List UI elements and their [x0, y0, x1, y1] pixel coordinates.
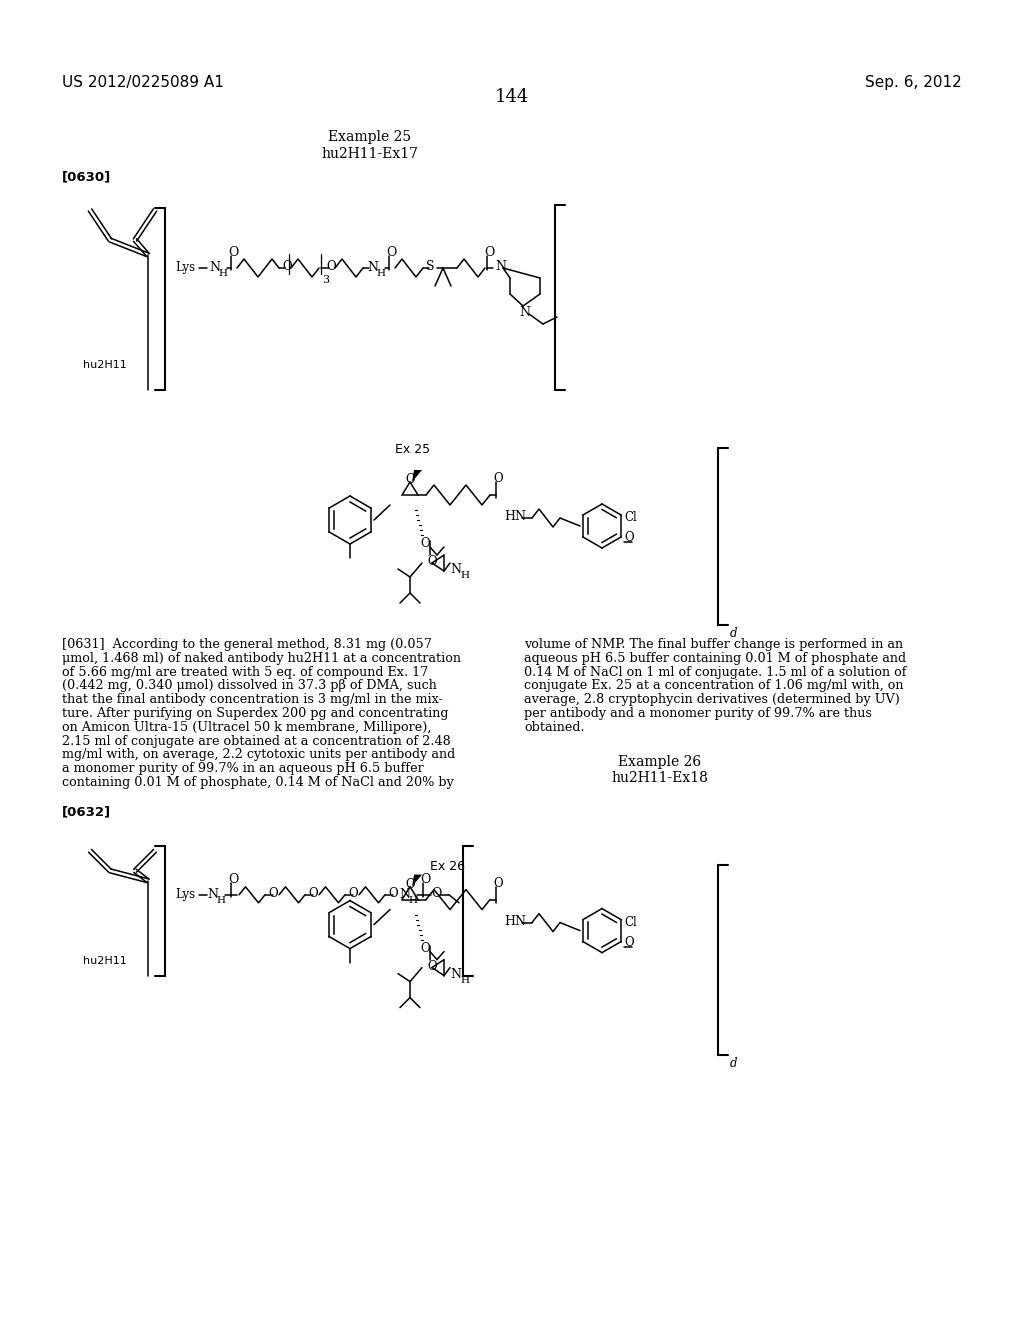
Text: 144: 144 — [495, 88, 529, 106]
Text: hu2H11-Ex18: hu2H11-Ex18 — [611, 771, 709, 784]
Text: O: O — [431, 887, 441, 900]
Text: N: N — [207, 888, 218, 900]
Polygon shape — [412, 875, 422, 887]
Text: 2.15 ml of conjugate are obtained at a concentration of 2.48: 2.15 ml of conjugate are obtained at a c… — [62, 735, 451, 747]
Text: 0.14 M of NaCl on 1 ml of conjugate. 1.5 ml of a solution of: 0.14 M of NaCl on 1 ml of conjugate. 1.5… — [524, 665, 906, 678]
Text: O: O — [420, 873, 430, 886]
Text: N: N — [450, 968, 461, 981]
Text: d: d — [730, 1056, 737, 1069]
Text: O: O — [326, 260, 336, 273]
Text: Example 25: Example 25 — [329, 129, 412, 144]
Text: O: O — [406, 878, 415, 891]
Text: volume of NMP. The final buffer change is performed in an: volume of NMP. The final buffer change i… — [524, 638, 903, 651]
Text: H: H — [460, 572, 469, 579]
Text: Sep. 6, 2012: Sep. 6, 2012 — [865, 75, 962, 90]
Text: US 2012/0225089 A1: US 2012/0225089 A1 — [62, 75, 224, 90]
Text: [0631]  According to the general method, 8.31 mg (0.057: [0631] According to the general method, … — [62, 638, 432, 651]
Text: HN: HN — [504, 510, 526, 523]
Text: H: H — [460, 975, 469, 985]
Text: O: O — [420, 537, 430, 550]
Text: O: O — [308, 887, 317, 900]
Text: aqueous pH 6.5 buffer containing 0.01 M of phosphate and: aqueous pH 6.5 buffer containing 0.01 M … — [524, 652, 906, 665]
Text: d: d — [730, 627, 737, 640]
Text: N: N — [367, 261, 378, 275]
Text: H: H — [408, 896, 417, 904]
Text: Ex 26: Ex 26 — [430, 859, 465, 873]
Text: N: N — [209, 261, 220, 275]
Text: H: H — [218, 269, 227, 279]
Text: mg/ml with, on average, 2.2 cytotoxic units per antibody and: mg/ml with, on average, 2.2 cytotoxic un… — [62, 748, 456, 762]
Text: H: H — [376, 269, 385, 279]
Text: O: O — [420, 941, 430, 954]
Text: that the final antibody concentration is 3 mg/ml in the mix-: that the final antibody concentration is… — [62, 693, 442, 706]
Text: [0630]: [0630] — [62, 170, 112, 183]
Text: hu2H11: hu2H11 — [83, 360, 127, 370]
Text: O: O — [427, 960, 436, 973]
Text: N: N — [450, 564, 461, 576]
Text: O: O — [493, 473, 503, 484]
Text: (0.442 mg, 0.340 μmol) dissolved in 37.3 pβ of DMA, such: (0.442 mg, 0.340 μmol) dissolved in 37.3… — [62, 680, 437, 693]
Text: O: O — [268, 887, 278, 900]
Text: [0632]: [0632] — [62, 805, 112, 818]
Text: O: O — [348, 887, 357, 900]
Text: Ex 25: Ex 25 — [395, 444, 430, 455]
Text: N: N — [519, 306, 530, 319]
Text: conjugate Ex. 25 at a concentration of 1.06 mg/ml with, on: conjugate Ex. 25 at a concentration of 1… — [524, 680, 903, 693]
Text: O: O — [493, 876, 503, 890]
Text: per antibody and a monomer purity of 99.7% are thus: per antibody and a monomer purity of 99.… — [524, 708, 871, 719]
Text: obtained.: obtained. — [524, 721, 585, 734]
Text: Cl: Cl — [624, 916, 637, 928]
Text: HN: HN — [504, 915, 526, 928]
Text: O: O — [386, 246, 396, 259]
Text: H: H — [216, 896, 225, 904]
Text: μmol, 1.468 ml) of naked antibody hu2H11 at a concentration: μmol, 1.468 ml) of naked antibody hu2H11… — [62, 652, 461, 665]
Text: Lys: Lys — [175, 261, 196, 275]
Text: Example 26: Example 26 — [618, 755, 701, 768]
Text: O: O — [624, 531, 634, 544]
Polygon shape — [412, 470, 422, 482]
Text: containing 0.01 M of phosphate, 0.14 M of NaCl and 20% by: containing 0.01 M of phosphate, 0.14 M o… — [62, 776, 454, 789]
Text: Lys: Lys — [175, 888, 196, 900]
Text: O: O — [406, 473, 415, 486]
Text: O: O — [624, 936, 634, 949]
Text: S: S — [426, 260, 434, 273]
Text: average, 2.8 cryptophycin derivatives (determined by UV): average, 2.8 cryptophycin derivatives (d… — [524, 693, 900, 706]
Text: O: O — [388, 887, 397, 900]
Text: a monomer purity of 99.7% in an aqueous pH 6.5 buffer: a monomer purity of 99.7% in an aqueous … — [62, 762, 424, 775]
Text: O: O — [282, 260, 292, 273]
Text: Cl: Cl — [624, 511, 637, 524]
Text: O: O — [228, 873, 239, 886]
Text: O: O — [427, 554, 436, 568]
Text: hu2H11: hu2H11 — [83, 956, 127, 966]
Text: hu2H11-Ex17: hu2H11-Ex17 — [322, 147, 419, 161]
Text: ture. After purifying on Superdex 200 pg and concentrating: ture. After purifying on Superdex 200 pg… — [62, 708, 449, 719]
Text: of 5.66 mg/ml are treated with 5 eq. of compound Ex. 17: of 5.66 mg/ml are treated with 5 eq. of … — [62, 665, 428, 678]
Text: O: O — [228, 246, 239, 259]
Text: N: N — [495, 260, 506, 273]
Text: O: O — [484, 246, 495, 259]
Text: 3: 3 — [322, 275, 329, 285]
Text: on Amicon Ultra-15 (Ultracel 50 k membrane, Millipore),: on Amicon Ultra-15 (Ultracel 50 k membra… — [62, 721, 431, 734]
Text: N: N — [399, 888, 410, 900]
